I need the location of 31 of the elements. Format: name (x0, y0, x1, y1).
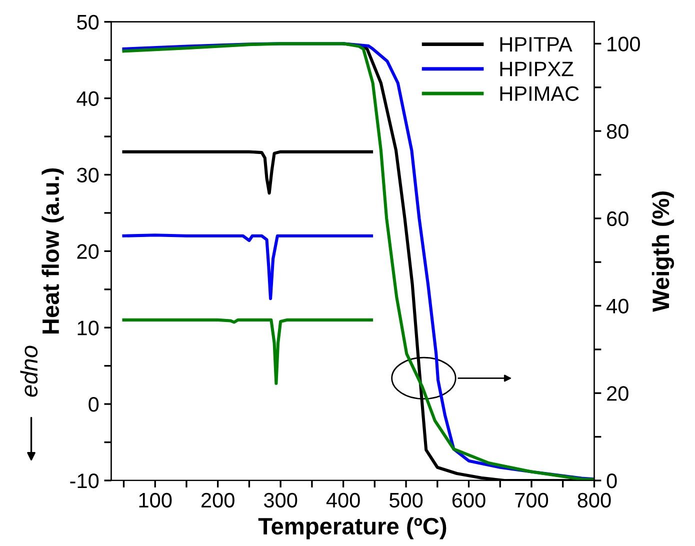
y2-tick-label: 20 (607, 386, 628, 401)
y-axis-title: Heat flow (a.u.) (42, 168, 64, 334)
legend-label: HPITPA (500, 37, 572, 52)
x-tick-label: 400 (326, 492, 360, 508)
x-tick-label: 800 (578, 492, 611, 508)
line-series (122, 234, 374, 300)
y-tick-label: 0 (88, 397, 99, 412)
y2-tick-label: 0 (606, 473, 617, 488)
y-tick-label: -10 (70, 473, 99, 488)
x-tick-label: 300 (264, 492, 298, 508)
y2-tick-label: 60 (607, 211, 628, 226)
x-tick-label: 200 (202, 492, 234, 508)
y-tick-label: 50 (77, 14, 99, 30)
y2-tick-label: 100 (608, 36, 640, 52)
text: edno (20, 346, 38, 397)
y2-tick-label: 40 (606, 298, 628, 314)
x-tick-label: 700 (515, 492, 548, 508)
x-tick-label: 100 (139, 492, 172, 508)
line-series (122, 150, 374, 195)
y-tick-label: 20 (77, 244, 99, 259)
y2-tick-label: 80 (606, 124, 628, 139)
y2-axis-title: Weigth (%) (652, 192, 674, 312)
y-tick-label: 30 (77, 168, 99, 182)
y-tick-label: 40 (76, 91, 99, 106)
line-series (122, 318, 374, 385)
x-tick-label: 500 (389, 492, 423, 508)
legend-label: HPIMAC (500, 86, 579, 101)
x-axis-title: Temperature (ºC) (258, 517, 446, 540)
y-tick-label: 10 (78, 320, 99, 336)
legend-label: HPIPXZ (500, 62, 574, 76)
x-tick-label: 600 (452, 492, 486, 508)
